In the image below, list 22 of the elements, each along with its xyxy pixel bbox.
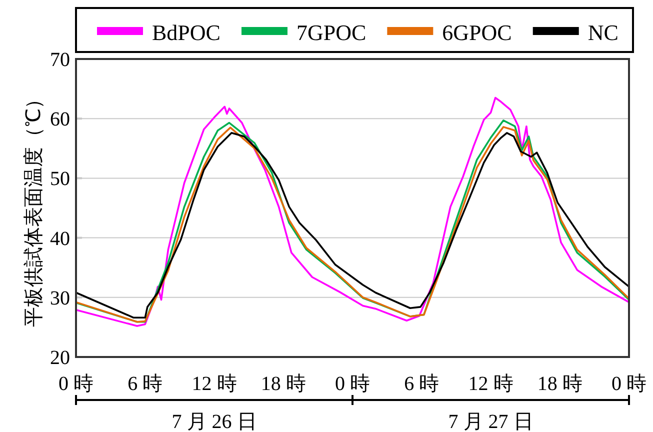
- legend-label: NC: [588, 20, 618, 45]
- x-tick-label: 6 時: [128, 373, 163, 395]
- legend-label: BdPOC: [152, 20, 220, 45]
- y-tick-label: 50: [50, 168, 70, 190]
- y-tick-label: 60: [50, 108, 70, 131]
- x-tick-label: 0 時: [58, 373, 94, 395]
- x-tick-label: 6 時: [404, 373, 440, 395]
- y-tick-label: 40: [50, 228, 70, 250]
- x-tick-label: 0 時: [335, 373, 370, 395]
- x-tick-label: 0 時: [612, 373, 646, 395]
- legend-label: 6GPOC: [442, 20, 512, 45]
- y-tick-label: 70: [50, 49, 70, 71]
- y-axis-title: 平板供試体表面温度（℃）: [23, 89, 45, 327]
- y-tick-label: 20: [50, 347, 70, 369]
- legend-label: 7GPOC: [296, 20, 366, 45]
- y-tick-label: 30: [50, 287, 70, 310]
- x-tick-label: 18 時: [260, 373, 306, 395]
- text: 7 月 27 日: [448, 411, 534, 432]
- x-tick-label: 12 時: [192, 373, 237, 395]
- x-tick-label: 12 時: [468, 373, 514, 395]
- text: 7 月 26 日: [172, 411, 257, 432]
- x-tick-label: 18 時: [537, 373, 582, 395]
